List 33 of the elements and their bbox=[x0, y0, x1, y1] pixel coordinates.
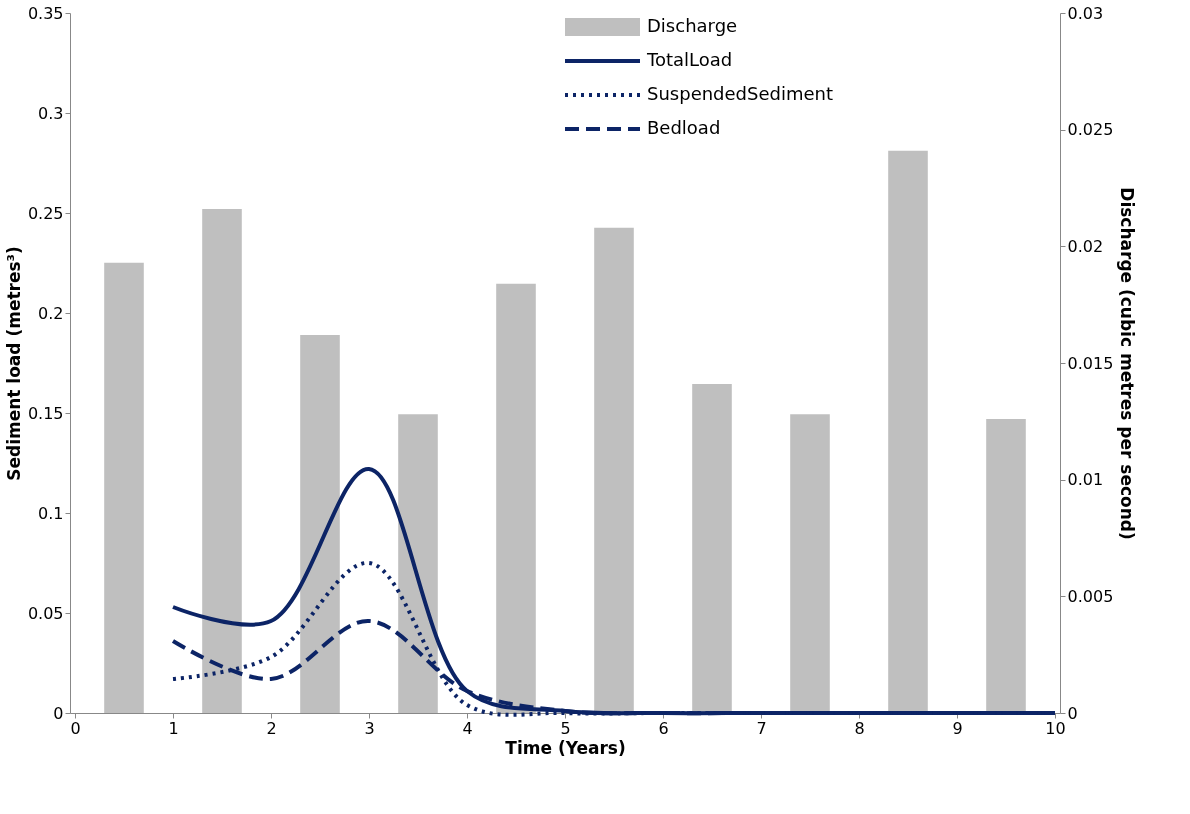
y-axis-title: Sediment load (metres³) bbox=[3, 246, 24, 481]
y2-tick-label: 0.01 bbox=[1067, 470, 1104, 490]
y-tick-label: 0.3 bbox=[38, 103, 64, 123]
y2-tick-label: 0 bbox=[1067, 703, 1078, 723]
x-tick-label: 2 bbox=[266, 718, 277, 738]
x-tick-label: 9 bbox=[952, 718, 963, 738]
y-tick-label: 0.25 bbox=[27, 203, 64, 223]
legend-label: Bedload bbox=[647, 117, 721, 138]
x-tick-label: 5 bbox=[560, 718, 571, 738]
x-tick-label: 6 bbox=[658, 718, 669, 738]
y-tick-label: 0.05 bbox=[27, 603, 64, 623]
y2-tick-label: 0.015 bbox=[1067, 353, 1114, 373]
y2-tick-label: 0.005 bbox=[1067, 586, 1114, 606]
x-tick-label: 8 bbox=[854, 718, 865, 738]
legend-label: Discharge bbox=[647, 15, 738, 36]
y2-tick-label: 0.03 bbox=[1067, 3, 1104, 23]
y-tick-label: 0.1 bbox=[38, 503, 64, 523]
y-tick-label: 0 bbox=[53, 703, 64, 723]
y2-tick-label: 0.02 bbox=[1067, 236, 1104, 256]
x-tick-label: 10 bbox=[1045, 718, 1066, 738]
x-tick-label: 1 bbox=[168, 718, 179, 738]
y2-axis-title: Discharge (cubic metres per second) bbox=[1117, 187, 1138, 540]
y-tick-label: 0.2 bbox=[38, 303, 64, 323]
legend-label: SuspendedSediment bbox=[647, 83, 834, 104]
legend-label: TotalLoad bbox=[646, 49, 733, 70]
x-tick-label: 4 bbox=[462, 718, 473, 738]
x-axis-title: Time (Years) bbox=[505, 737, 626, 758]
x-tick-label: 7 bbox=[756, 718, 767, 738]
y-tick-label: 0.35 bbox=[27, 3, 64, 23]
x-tick-label: 3 bbox=[364, 718, 375, 738]
x-tick-label: 0 bbox=[70, 718, 81, 738]
y-tick-label: 0.15 bbox=[27, 403, 64, 423]
y2-tick-label: 0.025 bbox=[1067, 120, 1114, 140]
